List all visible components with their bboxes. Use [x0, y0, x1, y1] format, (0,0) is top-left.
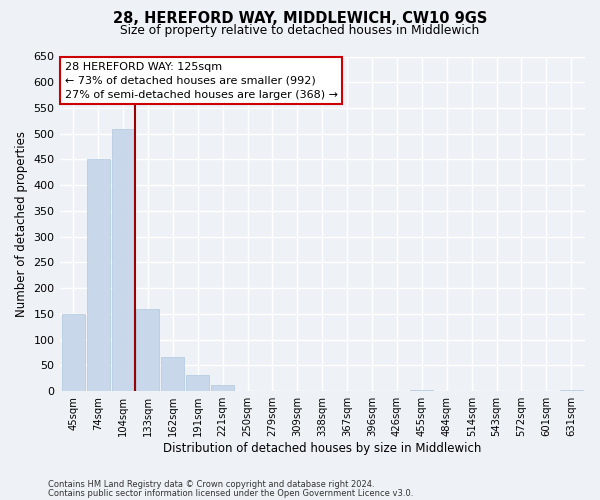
Text: 28, HEREFORD WAY, MIDDLEWICH, CW10 9GS: 28, HEREFORD WAY, MIDDLEWICH, CW10 9GS	[113, 11, 487, 26]
Bar	[112, 128, 134, 391]
Bar	[136, 309, 160, 391]
Text: 28 HEREFORD WAY: 125sqm
← 73% of detached houses are smaller (992)
27% of semi-d: 28 HEREFORD WAY: 125sqm ← 73% of detache…	[65, 62, 338, 100]
Text: Contains HM Land Registry data © Crown copyright and database right 2024.: Contains HM Land Registry data © Crown c…	[48, 480, 374, 489]
Bar	[86, 160, 110, 391]
X-axis label: Distribution of detached houses by size in Middlewich: Distribution of detached houses by size …	[163, 442, 481, 455]
Text: Contains public sector information licensed under the Open Government Licence v3: Contains public sector information licen…	[48, 488, 413, 498]
Bar	[62, 314, 85, 391]
Bar	[161, 356, 184, 391]
Bar	[211, 384, 234, 391]
Bar	[560, 390, 583, 391]
Y-axis label: Number of detached properties: Number of detached properties	[15, 131, 28, 317]
Bar	[186, 374, 209, 391]
Text: Size of property relative to detached houses in Middlewich: Size of property relative to detached ho…	[121, 24, 479, 37]
Bar	[410, 390, 433, 391]
